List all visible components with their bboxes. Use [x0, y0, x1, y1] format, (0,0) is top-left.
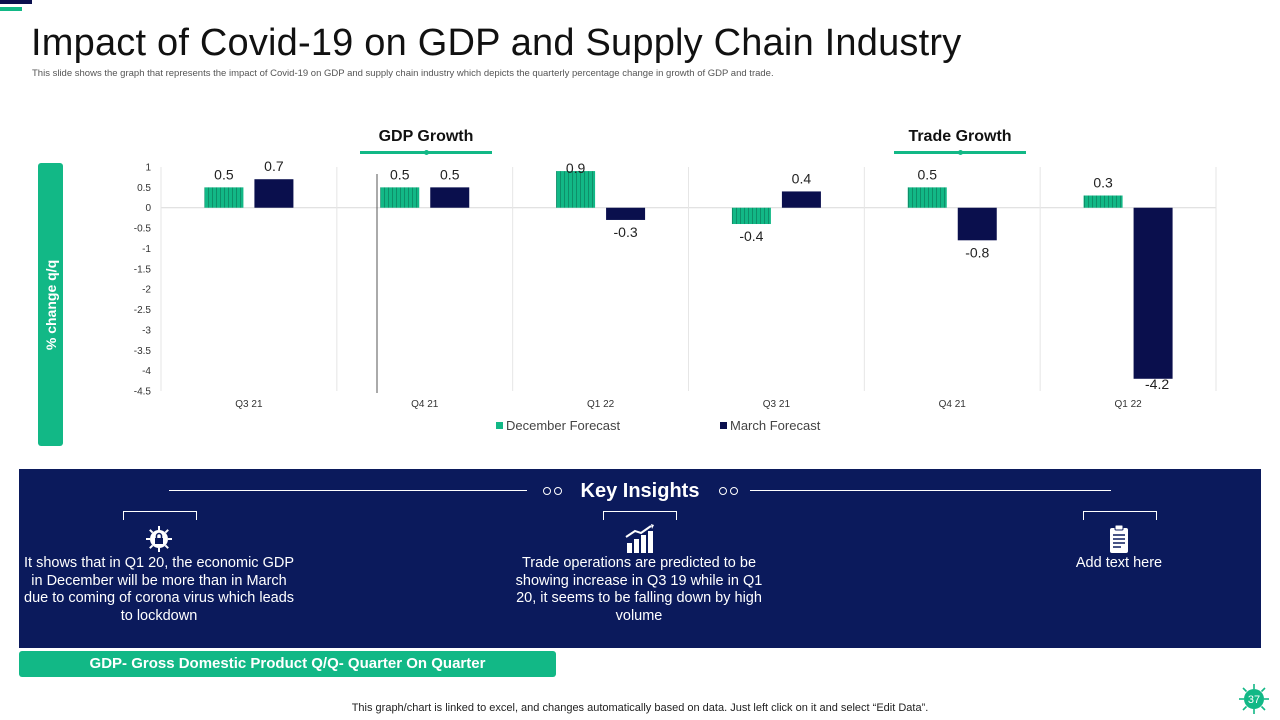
insights-ornament-circle [730, 487, 738, 495]
insight-text-1: It shows that in Q1 20, the economic GDP… [24, 555, 295, 624]
y-axis-label-box: % change q/q [38, 163, 63, 446]
clipboard-icon [1110, 524, 1128, 553]
y-tick-label: 0 [145, 203, 151, 214]
corner-accent-teal [0, 7, 22, 11]
insights-divider-left [169, 490, 527, 491]
y-tick-label: -1.5 [134, 264, 152, 275]
group-label-trade-growth: Trade Growth [908, 128, 1012, 145]
insight-bracket [1083, 511, 1157, 520]
data-label: 0.4 [792, 170, 812, 186]
y-tick-label: -3 [142, 325, 151, 336]
data-label: 0.3 [1093, 175, 1113, 191]
insight-bracket [603, 511, 677, 520]
legend-march-forecast[interactable]: March Forecast [730, 418, 821, 433]
y-tick-label: 1 [145, 163, 151, 174]
y-tick-label: -3.5 [134, 346, 152, 357]
y-tick-label: -4.5 [134, 387, 152, 398]
y-tick-label: -0.5 [134, 224, 152, 235]
x-tick-label: Q1 22 [1114, 399, 1142, 410]
insight-text-3: Add text here [1075, 555, 1163, 571]
page-number-badge: 37 [1238, 683, 1270, 715]
group-label-gdp-growth: GDP Growth [378, 128, 474, 145]
bar-december-forecast[interactable] [204, 187, 244, 208]
bar-march-forecast[interactable] [606, 207, 646, 220]
y-tick-label: 0.5 [137, 183, 151, 194]
bar-march-forecast[interactable] [430, 187, 470, 208]
bar-december-forecast[interactable] [907, 187, 947, 208]
legend-swatch [496, 422, 503, 429]
bar-december-forecast[interactable] [556, 171, 596, 208]
insights-ornament-circle [719, 487, 727, 495]
slide-title: Impact of Covid-19 on GDP and Supply Cha… [31, 22, 962, 64]
data-label: -0.4 [739, 228, 763, 244]
x-tick-label: Q3 21 [235, 399, 263, 410]
bar-december-forecast[interactable] [380, 187, 420, 208]
abbreviation-note: GDP- Gross Domestic Product Q/Q- Quarter… [19, 651, 556, 677]
y-tick-label: -1 [142, 244, 151, 255]
bar-chart[interactable]: 1 0.5 0 -0.5 -1 -1.5 -2 -2.5 -3 -3.5 -4 -4.5 0.5 0.5 0… [0, 0, 1280, 460]
y-tick-label: -4 [142, 366, 151, 377]
data-label: -0.8 [965, 244, 989, 260]
virus-lock-icon [146, 526, 172, 552]
group-underline-dot-gdp [424, 150, 429, 155]
data-label: 0.5 [918, 166, 938, 182]
x-tick-label: Q3 21 [763, 399, 791, 410]
data-label: 0.5 [390, 166, 410, 182]
bar-march-forecast[interactable] [781, 191, 821, 208]
bar-march-forecast[interactable] [254, 179, 294, 208]
data-label: -4.2 [1145, 376, 1169, 392]
insights-ornament-circle [554, 487, 562, 495]
insights-divider-right [750, 490, 1111, 491]
data-label: 0.5 [440, 166, 460, 182]
footer-note: This graph/chart is linked to excel, and… [351, 702, 929, 714]
x-tick-label: Q1 22 [587, 399, 615, 410]
y-tick-label: -2.5 [134, 305, 152, 316]
insight-text-2: Trade operations are predicted to be sho… [515, 555, 763, 624]
growth-chart-icon [625, 524, 654, 553]
virus-page-icon: 37 [1239, 684, 1269, 714]
slide-subtitle: This slide shows the graph that represen… [32, 68, 774, 79]
data-label: 0.5 [214, 166, 234, 182]
data-label: 0.7 [264, 158, 284, 174]
y-tick-label: -2 [142, 285, 151, 296]
corner-accent-navy [0, 0, 32, 4]
bar-december-forecast[interactable] [731, 207, 771, 225]
x-tick-label: Q4 21 [939, 399, 967, 410]
page-number: 37 [1248, 694, 1260, 706]
bar-december-forecast[interactable] [1083, 195, 1123, 208]
bar-march-forecast[interactable] [1133, 207, 1173, 379]
legend-swatch [720, 422, 727, 429]
data-label: 0.9 [566, 160, 586, 176]
data-label: -0.3 [614, 224, 638, 240]
key-insights-panel: Key Insights It shows that in Q1 20, the… [19, 469, 1261, 648]
insights-title: Key Insights [580, 480, 700, 502]
legend-december-forecast[interactable]: December Forecast [506, 418, 621, 433]
bar-march-forecast[interactable] [957, 207, 997, 241]
insights-ornament-circle [543, 487, 551, 495]
group-underline-dot-trade [958, 150, 963, 155]
x-tick-label: Q4 21 [411, 399, 439, 410]
insight-bracket [123, 511, 197, 520]
